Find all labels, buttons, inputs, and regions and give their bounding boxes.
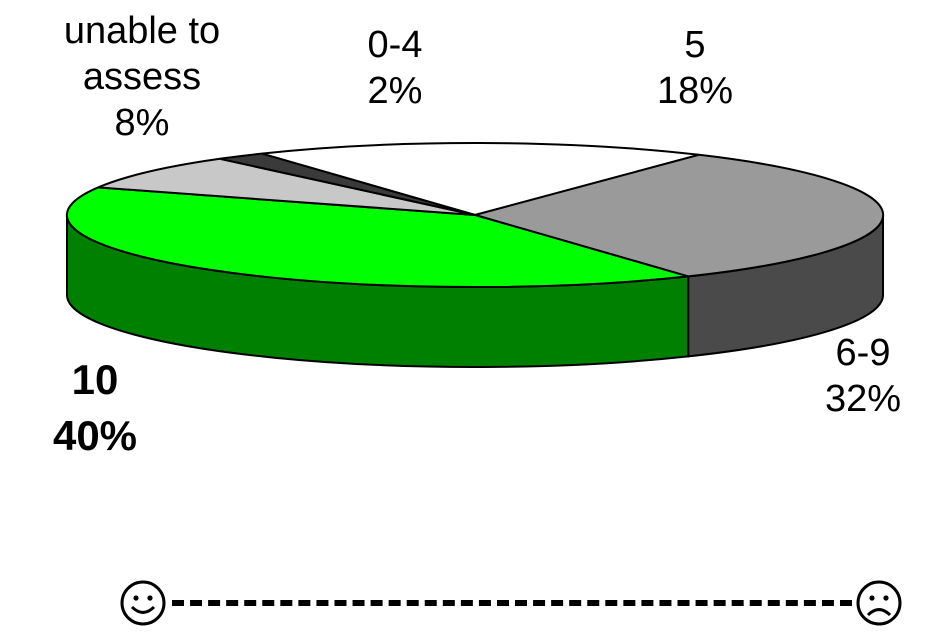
label-0-4: 0-4 2% bbox=[330, 22, 460, 114]
label-unable-pct: 8% bbox=[114, 102, 170, 144]
label-unable-line1: unable to bbox=[63, 10, 221, 52]
label-0-4-pct: 2% bbox=[367, 70, 423, 112]
label-10-pct: 40% bbox=[52, 412, 138, 459]
pie-slice-0-4 bbox=[219, 152, 476, 216]
label-6-9: 6-9 32% bbox=[790, 330, 936, 422]
label-unable-to-assess: unable to assess 8% bbox=[12, 8, 272, 146]
label-5-category: 5 bbox=[684, 24, 706, 66]
label-10: 10 40% bbox=[10, 352, 180, 464]
pie-slice-6-9 bbox=[471, 153, 885, 278]
label-10-category: 10 bbox=[71, 356, 119, 403]
label-6-9-category: 6-9 bbox=[835, 332, 891, 374]
satisfaction-scale bbox=[118, 578, 918, 632]
label-6-9-pct: 32% bbox=[824, 378, 902, 420]
smiley-face-icon bbox=[120, 580, 166, 626]
label-unable-line2: assess bbox=[82, 56, 202, 98]
scale-dashed-line bbox=[172, 600, 852, 606]
pie-slice-10 bbox=[65, 186, 689, 289]
pie-slice-5 bbox=[261, 141, 700, 217]
label-0-4-category: 0-4 bbox=[367, 24, 423, 66]
pie-slice-unable-to-assess bbox=[97, 157, 476, 216]
label-5: 5 18% bbox=[610, 22, 780, 114]
frowning-face-icon bbox=[856, 580, 902, 626]
label-5-pct: 18% bbox=[656, 70, 734, 112]
